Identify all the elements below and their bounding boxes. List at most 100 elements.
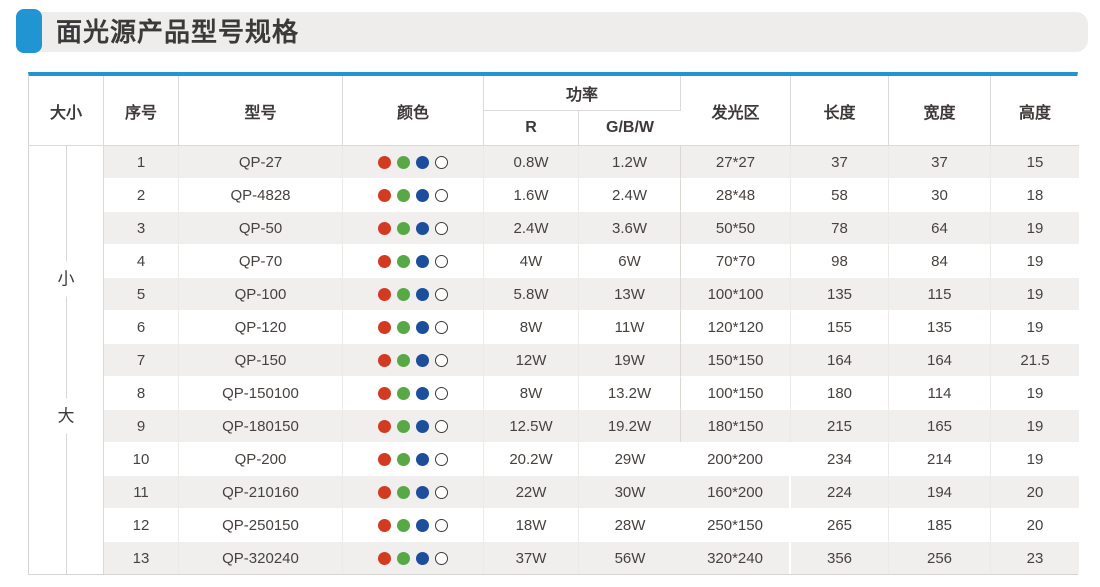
blue-dot-icon [416, 552, 429, 566]
width-cell: 185 [889, 508, 992, 541]
height-cell: 19 [991, 310, 1080, 343]
green-dot-icon [397, 519, 410, 533]
white-dot-icon [435, 519, 448, 533]
model-cell: QP-120 [179, 310, 343, 343]
width-cell: 30 [889, 178, 992, 211]
power-r-cell: 0.8W [484, 146, 579, 178]
green-dot-icon [397, 420, 410, 434]
power-r-cell: 12.5W [484, 409, 579, 442]
red-dot-icon [378, 486, 391, 500]
height-cell: 19 [991, 376, 1080, 409]
green-dot-icon [397, 288, 410, 302]
height-cell: 15 [991, 146, 1080, 178]
white-dot-icon [435, 156, 448, 170]
blue-dot-icon [416, 321, 429, 335]
white-dot-icon [435, 255, 448, 269]
height-cell: 19 [991, 442, 1080, 475]
color-dots-cell [343, 343, 484, 376]
power-r-cell: 37W [484, 541, 579, 574]
model-cell: QP-200 [179, 442, 343, 475]
white-dot-icon [435, 189, 448, 203]
red-dot-icon [378, 222, 391, 236]
emitting-area-cell: 180*150 [681, 409, 792, 442]
width-cell: 114 [889, 376, 992, 409]
height-cell: 18 [991, 178, 1080, 211]
white-dot-icon [435, 387, 448, 401]
power-gbw-cell: 6W [579, 244, 682, 277]
height-cell: 20 [991, 508, 1080, 541]
header-length: 长度 [791, 76, 890, 146]
model-cell: QP-210160 [179, 475, 343, 508]
model-cell: QP-70 [179, 244, 343, 277]
power-r-cell: 22W [484, 475, 579, 508]
row-index-cell: 2 [104, 178, 179, 211]
model-cell: QP-150 [179, 343, 343, 376]
red-dot-icon [378, 552, 391, 566]
row-index-cell: 10 [104, 442, 179, 475]
power-r-cell: 8W [484, 310, 579, 343]
table-row: 10 QP-200 20.2W 29W 200*200 234 214 19 [29, 442, 1080, 475]
length-cell: 164 [791, 343, 890, 376]
red-dot-icon [378, 519, 391, 533]
color-dots-cell [343, 244, 484, 277]
title-accent-tab [16, 9, 42, 53]
power-r-cell: 5.8W [484, 277, 579, 310]
color-dots-cell [343, 409, 484, 442]
length-cell: 234 [791, 442, 890, 475]
power-r-cell: 2.4W [484, 211, 579, 244]
height-cell: 19 [991, 211, 1080, 244]
height-cell: 23 [991, 541, 1080, 574]
power-r-cell: 20.2W [484, 442, 579, 475]
blue-dot-icon [416, 519, 429, 533]
header-size: 大小 [29, 76, 104, 146]
color-dots-cell [343, 146, 484, 178]
model-cell: QP-100 [179, 277, 343, 310]
length-cell: 37 [791, 146, 890, 178]
power-gbw-cell: 13.2W [579, 376, 682, 409]
color-dots-cell [343, 277, 484, 310]
green-dot-icon [397, 387, 410, 401]
table-row: 12 QP-250150 18W 28W 250*150 265 185 20 [29, 508, 1080, 541]
power-gbw-cell: 11W [579, 310, 682, 343]
row-index-cell: 8 [104, 376, 179, 409]
length-cell: 78 [791, 211, 890, 244]
length-cell: 135 [791, 277, 890, 310]
green-dot-icon [397, 453, 410, 467]
power-gbw-cell: 56W [579, 541, 682, 574]
color-dots-cell [343, 475, 484, 508]
green-dot-icon [397, 552, 410, 566]
emitting-area-cell: 100*100 [681, 277, 792, 310]
red-dot-icon [378, 387, 391, 401]
model-cell: QP-180150 [179, 409, 343, 442]
header-model: 型号 [179, 76, 343, 146]
table-row: 5 QP-100 5.8W 13W 100*100 135 115 19 [29, 277, 1080, 310]
width-cell: 165 [889, 409, 992, 442]
emitting-area-cell: 70*70 [681, 244, 792, 277]
row-index-cell: 11 [104, 475, 179, 508]
model-cell: QP-4828 [179, 178, 343, 211]
green-dot-icon [397, 486, 410, 500]
size-axis-line [66, 146, 67, 574]
height-cell: 19 [991, 277, 1080, 310]
table-row: 2 QP-4828 1.6W 2.4W 28*48 58 30 18 [29, 178, 1080, 211]
blue-dot-icon [416, 387, 429, 401]
green-dot-icon [397, 189, 410, 203]
color-dots-cell [343, 376, 484, 409]
emitting-area-cell: 320*240 [681, 541, 792, 574]
white-dot-icon [435, 453, 448, 467]
width-cell: 214 [889, 442, 992, 475]
spec-table-body: 小大 1 QP-27 0.8W 1.2W 27*27 37 37 15 2 QP-4828 1.6W 2… [29, 146, 1080, 574]
power-gbw-cell: 29W [579, 442, 682, 475]
width-cell: 37 [889, 146, 992, 178]
emitting-area-cell: 27*27 [681, 146, 792, 178]
emitting-area-cell: 160*200 [681, 475, 792, 508]
row-index-cell: 12 [104, 508, 179, 541]
power-r-cell: 4W [484, 244, 579, 277]
red-dot-icon [378, 189, 391, 203]
row-index-cell: 1 [104, 146, 179, 178]
blue-dot-icon [416, 486, 429, 500]
table-row: 13 QP-320240 37W 56W 320*240 356 256 23 [29, 541, 1080, 574]
blue-dot-icon [416, 288, 429, 302]
model-cell: QP-250150 [179, 508, 343, 541]
emitting-area-cell: 50*50 [681, 211, 792, 244]
